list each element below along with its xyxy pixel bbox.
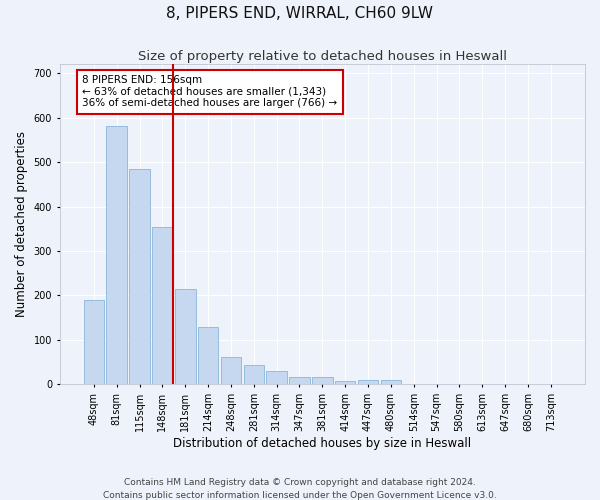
Bar bbox=[106, 126, 127, 384]
Bar bbox=[289, 378, 310, 384]
Bar bbox=[198, 326, 218, 384]
Bar bbox=[380, 380, 401, 384]
Bar bbox=[312, 378, 332, 384]
Text: 8 PIPERS END: 156sqm
← 63% of detached houses are smaller (1,343)
36% of semi-de: 8 PIPERS END: 156sqm ← 63% of detached h… bbox=[82, 76, 338, 108]
Bar bbox=[83, 300, 104, 384]
Text: 8, PIPERS END, WIRRAL, CH60 9LW: 8, PIPERS END, WIRRAL, CH60 9LW bbox=[167, 6, 433, 20]
Bar bbox=[175, 289, 196, 384]
Text: Contains HM Land Registry data © Crown copyright and database right 2024.
Contai: Contains HM Land Registry data © Crown c… bbox=[103, 478, 497, 500]
Bar bbox=[244, 365, 264, 384]
Bar bbox=[335, 381, 355, 384]
Y-axis label: Number of detached properties: Number of detached properties bbox=[15, 132, 28, 318]
Bar bbox=[221, 357, 241, 384]
Bar bbox=[152, 226, 173, 384]
X-axis label: Distribution of detached houses by size in Heswall: Distribution of detached houses by size … bbox=[173, 437, 472, 450]
Bar bbox=[266, 371, 287, 384]
Bar bbox=[358, 380, 379, 384]
Title: Size of property relative to detached houses in Heswall: Size of property relative to detached ho… bbox=[138, 50, 507, 63]
Bar bbox=[129, 168, 150, 384]
